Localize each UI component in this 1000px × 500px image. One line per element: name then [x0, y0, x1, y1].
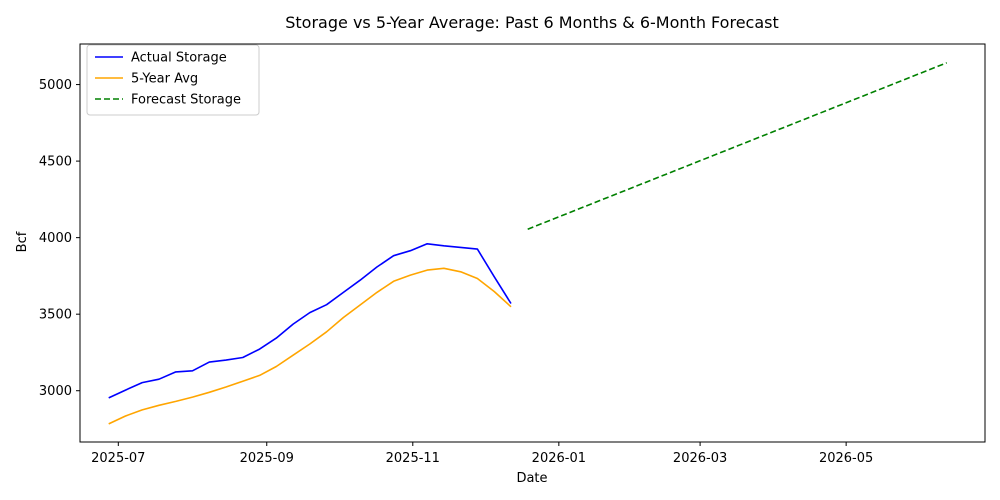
legend-label: Forecast Storage: [131, 93, 241, 108]
axes-frame: [79, 43, 986, 443]
y-axis-title: Bcf: [15, 231, 30, 252]
legend-label: Actual Storage: [131, 51, 227, 66]
legend: Actual Storage 5-Year Avg Forecast Storage: [86, 44, 260, 116]
series-line-2: [108, 267, 512, 425]
chart-title: Storage vs 5-Year Average: Past 6 Months…: [285, 13, 779, 32]
x-tick-label: 2025-11: [386, 451, 440, 466]
legend-box: [86, 44, 260, 116]
axes: 2025-07 2025-09 2025-11 2026-01 2026-03 2026-…: [39, 43, 986, 466]
series-line-3: [527, 62, 947, 230]
x-tick-label: 2026-05: [819, 451, 873, 466]
y-tick-label: 4500: [39, 155, 72, 170]
y-tick-label: 3000: [39, 384, 72, 399]
x-tick-label: 2026-03: [673, 451, 727, 466]
x-tick-label: 2026-01: [532, 451, 586, 466]
x-axis-title: Date: [516, 471, 547, 486]
y-tick-label: 4000: [39, 231, 72, 246]
legend-label: 5-Year Avg: [131, 72, 198, 87]
y-tick-label: 3500: [39, 308, 72, 323]
x-tick-label: 2025-07: [91, 451, 145, 466]
y-tick-label: 5000: [39, 78, 72, 93]
plot-area: [108, 62, 947, 425]
series-line-1: [108, 243, 512, 399]
x-tick-label: 2025-09: [240, 451, 294, 466]
